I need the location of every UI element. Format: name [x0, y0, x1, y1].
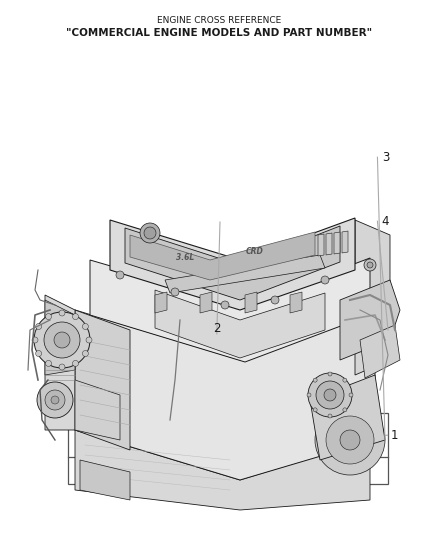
Circle shape	[221, 301, 229, 309]
Circle shape	[34, 312, 90, 368]
Text: 1: 1	[390, 429, 398, 442]
Text: Engine code number: Engine code number	[180, 466, 263, 475]
Circle shape	[116, 271, 124, 279]
Text: 2: 2	[213, 322, 221, 335]
Polygon shape	[110, 218, 355, 310]
Circle shape	[315, 405, 385, 475]
Circle shape	[324, 389, 336, 401]
Polygon shape	[360, 325, 400, 378]
Circle shape	[328, 372, 332, 376]
Circle shape	[44, 322, 80, 358]
Polygon shape	[45, 295, 75, 430]
Circle shape	[326, 416, 374, 464]
Polygon shape	[245, 292, 257, 313]
Circle shape	[46, 313, 52, 320]
Circle shape	[59, 364, 65, 370]
Polygon shape	[334, 232, 340, 254]
Polygon shape	[45, 300, 75, 375]
Polygon shape	[75, 380, 120, 440]
Polygon shape	[75, 310, 375, 480]
Circle shape	[307, 393, 311, 397]
Circle shape	[73, 313, 78, 320]
Circle shape	[364, 259, 376, 271]
Circle shape	[82, 351, 88, 357]
Polygon shape	[155, 290, 325, 358]
Polygon shape	[125, 226, 340, 300]
Text: VM 64 C: VM 64 C	[199, 430, 244, 440]
Polygon shape	[290, 292, 302, 313]
Circle shape	[35, 351, 42, 357]
Text: dm. 01001 fm. 99999: dm. 01001 fm. 99999	[272, 430, 378, 440]
Polygon shape	[165, 255, 325, 293]
Polygon shape	[80, 460, 130, 500]
Circle shape	[367, 262, 373, 268]
Circle shape	[46, 360, 52, 366]
Circle shape	[313, 378, 317, 382]
Circle shape	[82, 324, 88, 329]
Polygon shape	[75, 430, 370, 510]
Text: 4: 4	[381, 215, 389, 228]
Polygon shape	[310, 375, 385, 460]
Polygon shape	[200, 292, 212, 313]
Text: Commercial models: Commercial models	[84, 466, 163, 475]
Circle shape	[343, 408, 347, 412]
Circle shape	[343, 378, 347, 382]
Polygon shape	[355, 220, 390, 375]
Circle shape	[271, 296, 279, 304]
Polygon shape	[90, 258, 370, 362]
Circle shape	[32, 337, 38, 343]
Polygon shape	[340, 280, 400, 360]
Text: 3.6L: 3.6L	[176, 254, 194, 262]
Circle shape	[171, 288, 179, 296]
Circle shape	[144, 227, 156, 239]
Polygon shape	[318, 234, 324, 256]
Circle shape	[35, 324, 42, 329]
Text: 3: 3	[382, 151, 389, 164]
Polygon shape	[155, 292, 167, 313]
Polygon shape	[326, 233, 332, 255]
Circle shape	[308, 373, 352, 417]
Circle shape	[54, 332, 70, 348]
Circle shape	[349, 393, 353, 397]
Bar	[68, 413, 388, 484]
Circle shape	[313, 408, 317, 412]
Circle shape	[321, 276, 329, 284]
Circle shape	[340, 430, 360, 450]
Circle shape	[140, 223, 160, 243]
Polygon shape	[75, 310, 130, 450]
Circle shape	[316, 381, 344, 409]
Circle shape	[328, 414, 332, 418]
Text: CRD: CRD	[246, 247, 264, 256]
Polygon shape	[342, 231, 348, 253]
Text: RA 428 RT7.05A: RA 428 RT7.05A	[80, 430, 167, 440]
Circle shape	[59, 310, 65, 316]
Text: serial number: serial number	[297, 466, 353, 475]
Circle shape	[45, 390, 65, 410]
Text: "COMMERCIAL ENGINE MODELS AND PART NUMBER": "COMMERCIAL ENGINE MODELS AND PART NUMBE…	[66, 28, 372, 38]
Circle shape	[51, 396, 59, 404]
Text: ENGINE CROSS REFERENCE: ENGINE CROSS REFERENCE	[157, 16, 281, 25]
Circle shape	[86, 337, 92, 343]
Circle shape	[37, 382, 73, 418]
Polygon shape	[130, 232, 315, 280]
Circle shape	[73, 360, 78, 366]
